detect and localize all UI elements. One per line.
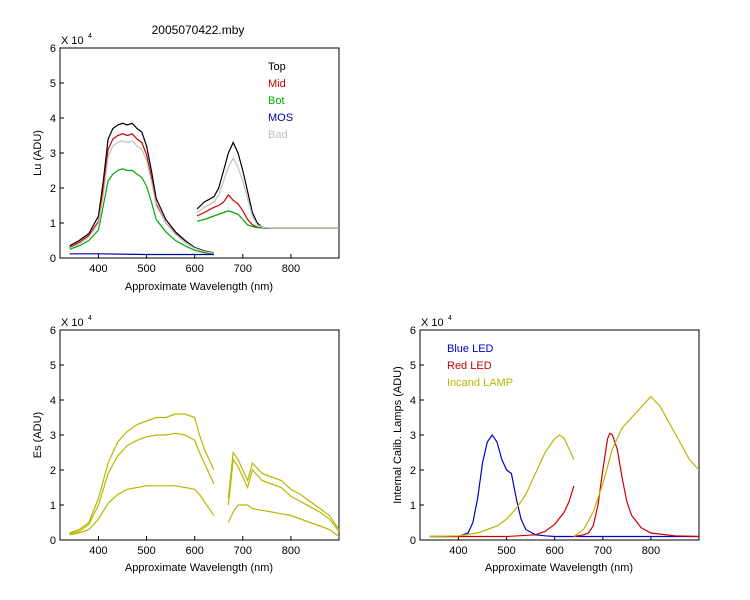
y-exponent: 4 bbox=[88, 33, 92, 40]
y-tick-label: 2 bbox=[410, 465, 416, 477]
x-tick-label: 400 bbox=[89, 263, 107, 275]
legend-entry: Red LED bbox=[447, 360, 492, 372]
y-tick-label: 6 bbox=[50, 325, 56, 337]
series-line-mos bbox=[69, 253, 214, 256]
series-lines bbox=[69, 413, 340, 537]
y-tick-label: 2 bbox=[50, 465, 56, 477]
y-multiplier: X 10 bbox=[61, 317, 84, 329]
calib-lamps-chart: X 10 4 Internal Calib. Lamps (ADU) Appro… bbox=[392, 315, 700, 574]
figure-title: 2005070422.mby bbox=[152, 23, 245, 37]
x-tick-label: 500 bbox=[497, 545, 515, 557]
x-tick-label: 500 bbox=[137, 263, 155, 275]
y-tick-label: 5 bbox=[50, 78, 56, 90]
y-tick-label: 4 bbox=[50, 395, 56, 407]
y-axis-label: Internal Calib. Lamps (ADU) bbox=[392, 366, 404, 504]
series-line-red-led bbox=[573, 432, 700, 538]
series-line-top bbox=[196, 141, 339, 229]
series-lines bbox=[69, 122, 339, 256]
x-tick-label: 700 bbox=[234, 545, 252, 557]
y-tick-label: 5 bbox=[50, 360, 56, 372]
y-tick-label: 3 bbox=[50, 430, 56, 442]
y-axis-label: Es (ADU) bbox=[32, 412, 44, 458]
series-line-red-led bbox=[429, 485, 575, 538]
legend-entry: Bad bbox=[268, 129, 288, 141]
series-line-bad bbox=[196, 157, 339, 229]
series-line-top bbox=[69, 122, 215, 254]
y-axis-label: Lu (ADU) bbox=[32, 130, 44, 176]
x-tick-label: 700 bbox=[234, 263, 252, 275]
legend-entry: Bot bbox=[268, 95, 285, 107]
series-line-bot bbox=[196, 210, 339, 229]
axis-ticks: 400 500 600 700 800 0 1 2 3 4 5 6 bbox=[50, 325, 300, 557]
axis-ticks: 400 500 600 700 800 0 1 2 3 4 5 6 bbox=[410, 325, 660, 557]
lu-chart: X 10 4 Lu (ADU) Approximate Wavelength (… bbox=[32, 33, 340, 293]
series-line bbox=[69, 485, 215, 536]
series-lines bbox=[429, 395, 700, 538]
y-tick-label: 0 bbox=[50, 535, 56, 547]
legend-entry: Incand LAMP bbox=[447, 377, 513, 389]
y-multiplier: X 10 bbox=[421, 317, 444, 329]
x-tick-label: 400 bbox=[449, 545, 467, 557]
legend: Top Mid Bot MOS Bad bbox=[268, 61, 293, 141]
x-tick-label: 600 bbox=[186, 263, 204, 275]
x-tick-label: 800 bbox=[282, 545, 300, 557]
series-line-mid bbox=[69, 133, 214, 254]
series-line-incand-lamp bbox=[573, 395, 700, 537]
y-tick-label: 1 bbox=[50, 500, 56, 512]
series-line bbox=[69, 432, 215, 535]
es-chart: X 10 4 Es (ADU) Approximate Wavelength (… bbox=[32, 315, 340, 574]
series-line bbox=[227, 457, 340, 532]
x-tick-label: 600 bbox=[546, 545, 564, 557]
y-tick-label: 1 bbox=[410, 500, 416, 512]
y-tick-label: 6 bbox=[50, 43, 56, 55]
axis-ticks: 400 500 600 700 800 0 1 2 3 4 5 6 bbox=[50, 43, 300, 275]
legend: Blue LED Red LED Incand LAMP bbox=[447, 343, 513, 389]
series-line-mid bbox=[196, 194, 339, 229]
series-line bbox=[227, 504, 340, 537]
plot-frame bbox=[59, 47, 340, 259]
x-tick-label: 700 bbox=[594, 545, 612, 557]
x-tick-label: 400 bbox=[89, 545, 107, 557]
x-axis-label: Approximate Wavelength (nm) bbox=[125, 562, 273, 574]
series-line bbox=[69, 413, 215, 534]
y-tick-label: 6 bbox=[410, 325, 416, 337]
y-tick-label: 4 bbox=[50, 113, 56, 125]
legend-entry: Blue LED bbox=[447, 343, 494, 355]
series-line-bad bbox=[69, 140, 214, 254]
y-tick-label: 5 bbox=[410, 360, 416, 372]
y-tick-label: 0 bbox=[50, 253, 56, 265]
y-tick-label: 4 bbox=[410, 395, 416, 407]
series-line-blue-led bbox=[429, 433, 699, 538]
x-tick-label: 500 bbox=[137, 545, 155, 557]
x-tick-label: 800 bbox=[282, 263, 300, 275]
x-axis-label: Approximate Wavelength (nm) bbox=[125, 281, 273, 293]
series-line-incand-lamp bbox=[429, 434, 575, 538]
y-exponent: 4 bbox=[448, 315, 452, 322]
legend-entry: Mid bbox=[268, 78, 286, 90]
series-line-bot bbox=[69, 168, 214, 255]
y-tick-label: 0 bbox=[410, 535, 416, 547]
y-tick-label: 3 bbox=[410, 430, 416, 442]
legend-entry: MOS bbox=[268, 112, 293, 124]
y-multiplier: X 10 bbox=[61, 35, 84, 47]
x-axis-label: Approximate Wavelength (nm) bbox=[485, 562, 633, 574]
legend-entry: Top bbox=[268, 61, 286, 73]
y-tick-label: 3 bbox=[50, 148, 56, 160]
y-tick-label: 2 bbox=[50, 183, 56, 195]
x-tick-label: 800 bbox=[642, 545, 660, 557]
y-exponent: 4 bbox=[88, 315, 92, 322]
series-line bbox=[227, 450, 340, 530]
x-tick-label: 600 bbox=[186, 545, 204, 557]
y-tick-label: 1 bbox=[50, 218, 56, 230]
